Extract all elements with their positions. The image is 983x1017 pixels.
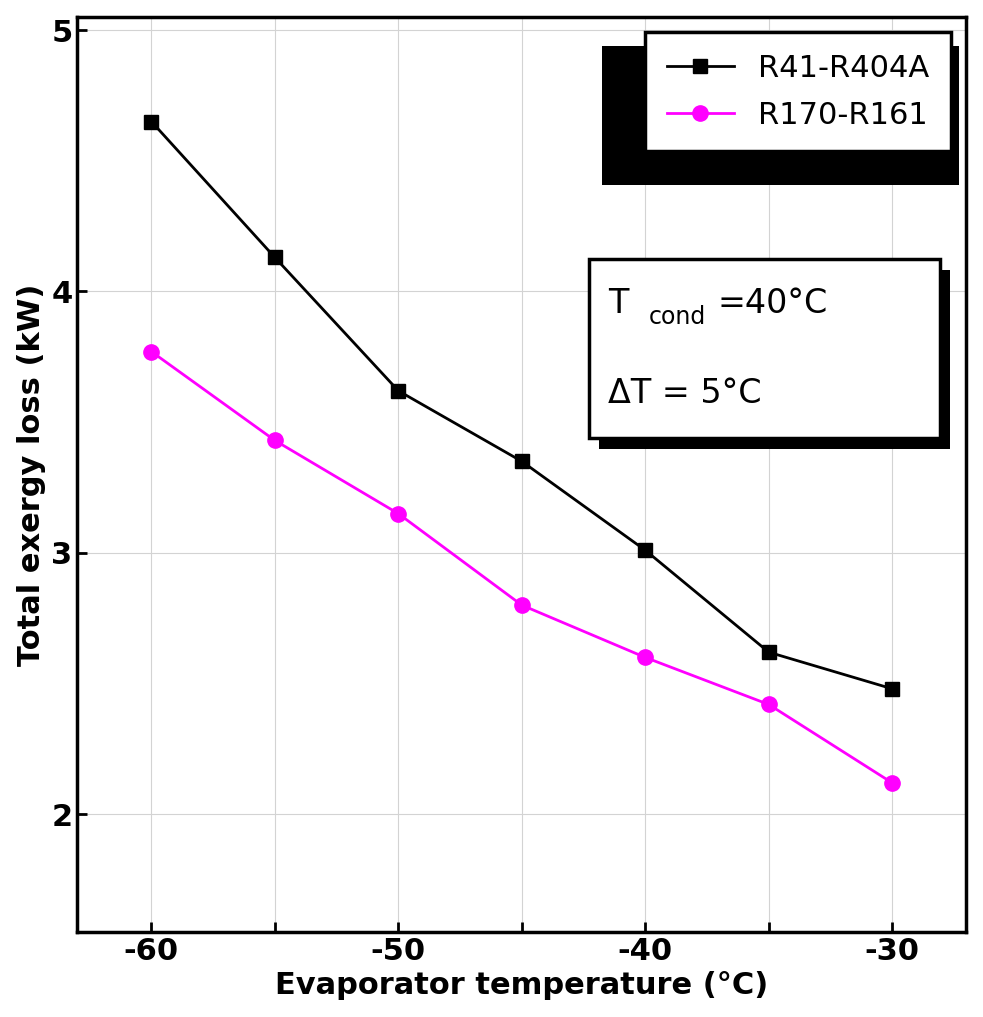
Y-axis label: Total exergy loss (kW): Total exergy loss (kW) xyxy=(17,284,45,666)
R170-R161 xyxy=(269,434,281,446)
R170-R161 xyxy=(145,346,157,358)
R170-R161 xyxy=(516,599,528,611)
Line: R41-R404A: R41-R404A xyxy=(145,115,899,696)
X-axis label: Evaporator temperature (°C): Evaporator temperature (°C) xyxy=(275,971,769,1001)
Text: cond: cond xyxy=(649,305,706,330)
R41-R404A xyxy=(763,646,775,658)
R41-R404A xyxy=(392,384,404,397)
R170-R161 xyxy=(392,507,404,520)
FancyBboxPatch shape xyxy=(600,271,951,448)
Legend: R41-R404A, R170-R161: R41-R404A, R170-R161 xyxy=(646,33,952,152)
R41-R404A xyxy=(516,456,528,468)
R41-R404A xyxy=(269,251,281,263)
R170-R161 xyxy=(763,699,775,711)
Text: =40°C: =40°C xyxy=(718,287,828,320)
FancyBboxPatch shape xyxy=(603,46,959,185)
R41-R404A xyxy=(639,544,651,556)
R170-R161 xyxy=(887,777,898,789)
Text: T: T xyxy=(608,287,628,320)
R41-R404A xyxy=(145,116,157,128)
R41-R404A xyxy=(887,682,898,695)
FancyBboxPatch shape xyxy=(589,259,940,438)
Text: ΔT = 5°C: ΔT = 5°C xyxy=(608,377,762,411)
R170-R161 xyxy=(639,651,651,663)
Line: R170-R161: R170-R161 xyxy=(144,344,899,790)
